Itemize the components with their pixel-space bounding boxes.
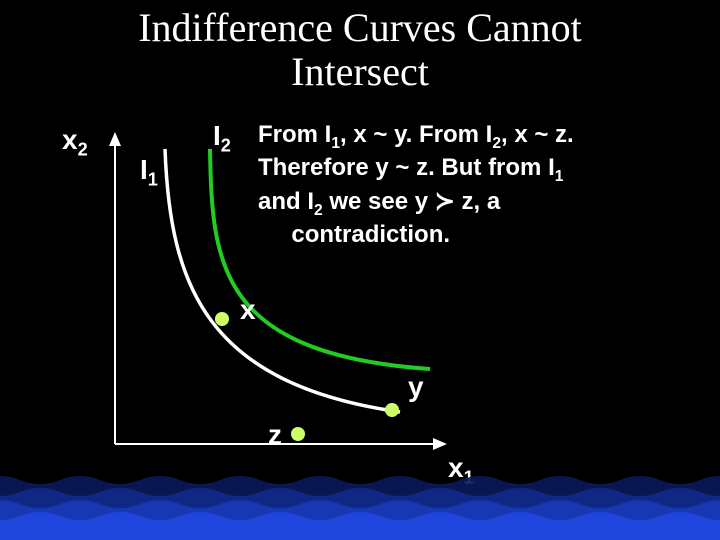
curve-i1-label-sub: 1 [148,170,158,190]
curve-i2-label-text: I [213,120,221,151]
y-axis-label-sub: 2 [78,140,88,160]
diagram-stage: x2 x1 I1 I2 x y z From I1, x ~ y. From I… [0,94,720,524]
decorative-waves [0,470,720,540]
title-line-2: Intersect [291,49,429,94]
y-axis-label: x2 [62,124,88,161]
y-axis-label-text: x [62,124,78,155]
title-line-1: Indifference Curves Cannot [138,5,582,50]
curve-i1-label-text: I [140,154,148,185]
point-y-marker [385,403,399,417]
curve-i1-label: I1 [140,154,158,191]
point-y-label: y [408,371,424,403]
explanation-text: From I1, x ~ y. From I2, x ~ z. Therefor… [258,120,708,250]
point-x-label: x [240,294,256,326]
slide-title: Indifference Curves Cannot Intersect [0,0,720,94]
point-z-marker [291,427,305,441]
point-x-marker [215,312,229,326]
curve-i2-label-sub: 2 [221,136,231,156]
point-z-label: z [268,419,282,451]
curve-i2-label: I2 [213,120,231,157]
